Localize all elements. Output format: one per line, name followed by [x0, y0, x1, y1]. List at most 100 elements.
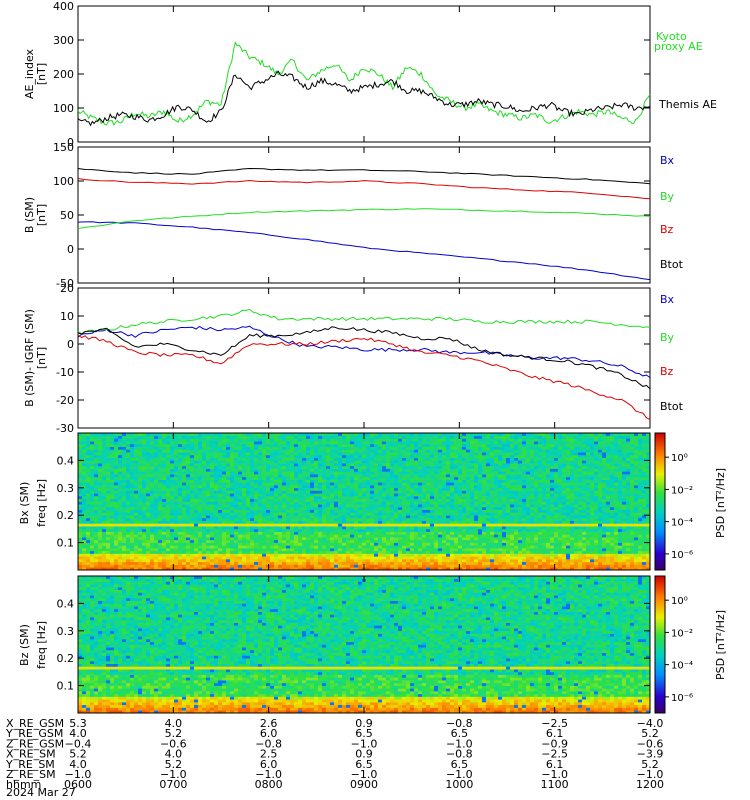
- spectrogram-cell: [410, 449, 415, 453]
- spectrogram-cell: [282, 465, 287, 469]
- spectrogram-cell: [238, 457, 243, 461]
- spectrogram-cell: [294, 528, 299, 532]
- spectrogram-cell: [306, 449, 311, 453]
- spectrogram-cell: [130, 564, 135, 568]
- spectrogram-cell: [102, 485, 107, 489]
- spectrogram-cell: [342, 460, 347, 464]
- spectrogram-cell: [270, 548, 275, 552]
- spectrogram-cell: [138, 545, 143, 549]
- spectrogram-cell: [310, 471, 315, 475]
- spectrogram-cell: [206, 468, 211, 472]
- spectrogram-cell: [138, 487, 143, 491]
- spectrogram-cell: [166, 506, 171, 511]
- spectrogram-cell: [98, 471, 103, 475]
- spectrogram-cell: [102, 561, 107, 565]
- spectrogram-cell: [270, 512, 275, 516]
- spectrogram-cell: [126, 479, 131, 483]
- spectrogram-cell: [418, 515, 423, 519]
- spectrogram-cell: [258, 512, 263, 516]
- spectrogram-cell: [362, 474, 367, 478]
- spectrogram-cell: [422, 468, 427, 472]
- spectrogram-cell: [326, 479, 331, 483]
- spectrogram-cell: [422, 537, 427, 541]
- spectrogram-cell: [298, 463, 303, 467]
- spectrogram-cell: [382, 553, 387, 557]
- spectrogram-cell: [294, 542, 299, 546]
- spectrogram-cell: [222, 498, 227, 502]
- spectrogram-cell: [442, 485, 447, 489]
- spectrogram-cell: [162, 545, 167, 549]
- spectrogram-cell: [102, 528, 107, 532]
- spectrogram-cell: [270, 479, 275, 483]
- spectrogram-cell: [78, 526, 83, 530]
- spectrogram-cell: [114, 435, 119, 439]
- spectrogram-cell: [242, 471, 247, 475]
- spectrogram-cell: [358, 465, 363, 469]
- spectrogram-cell: [306, 515, 311, 519]
- spectrogram-cell: [82, 542, 87, 546]
- spectrogram-cell: [382, 523, 387, 527]
- spectrogram-cell: [210, 526, 215, 530]
- spectrogram-cell: [146, 482, 151, 486]
- spectrogram-cell: [178, 542, 183, 546]
- spectrogram-cell: [206, 545, 211, 549]
- spectrogram-cell: [458, 443, 463, 447]
- spectrogram-cell: [222, 482, 227, 486]
- spectrogram-cell: [330, 465, 335, 469]
- spectrogram-cell: [382, 504, 387, 508]
- spectrogram-cell: [78, 531, 83, 535]
- spectrogram-cell: [210, 485, 215, 489]
- spectrogram-cell: [314, 556, 319, 560]
- spectrogram-cell: [90, 457, 95, 461]
- spectrogram-cell: [398, 433, 403, 437]
- spectrogram-cell: [394, 537, 399, 541]
- spectrogram-cell: [462, 553, 467, 557]
- spectrogram-cell: [450, 476, 455, 480]
- spectrogram-cell: [258, 537, 263, 541]
- spectrogram-cell: [458, 504, 463, 508]
- spectrogram-cell: [430, 537, 435, 541]
- spectrogram-cell: [418, 564, 423, 568]
- spectrogram-cell: [374, 482, 379, 486]
- spectrogram-cell: [118, 449, 123, 453]
- spectrogram-cell: [270, 501, 275, 505]
- spectrogram-cell: [362, 460, 367, 464]
- spectrogram-cell: [330, 517, 335, 521]
- spectrogram-cell: [430, 433, 435, 437]
- spectrogram-cell: [458, 564, 463, 568]
- legend-themis: Themis AE: [658, 98, 717, 111]
- spectrogram-cell: [202, 550, 207, 554]
- spectrogram-cell: [330, 526, 335, 530]
- spectrogram-cell: [170, 457, 175, 461]
- spectrogram-cell: [286, 433, 291, 437]
- spectrogram-cell: [314, 443, 319, 447]
- spectrogram-cell: [414, 438, 419, 442]
- spectrogram-cell: [422, 559, 427, 563]
- spectrogram-cell: [346, 496, 351, 500]
- spectrogram-cell: [226, 520, 231, 524]
- spectrogram-cell: [374, 485, 379, 489]
- spectrogram-cell: [86, 567, 91, 571]
- spectrogram-cell: [218, 463, 223, 467]
- spectrogram-cell: [102, 471, 107, 475]
- spectrogram-cell: [190, 474, 195, 478]
- spectrogram-cell: [146, 517, 151, 521]
- spectrogram-cell: [450, 496, 455, 500]
- spectrogram-cell: [422, 504, 427, 508]
- spectrogram-cell: [194, 550, 199, 554]
- spectrogram-cell: [298, 537, 303, 541]
- spectrogram-cell: [430, 534, 435, 538]
- spectrogram-cell: [310, 490, 315, 494]
- spectrogram-cell: [266, 564, 271, 568]
- spectrogram-cell: [394, 463, 399, 467]
- spectrogram-cell: [310, 476, 315, 480]
- spectrogram-cell: [282, 493, 287, 497]
- spectrogram-cell: [238, 460, 243, 464]
- spectrogram-cell: [90, 460, 95, 464]
- spectrogram-cell: [250, 490, 255, 494]
- spectrogram-cell: [390, 539, 395, 543]
- spectrogram-cell: [330, 528, 335, 532]
- spectrogram-cell: [306, 435, 311, 439]
- spectrogram-cell: [222, 471, 227, 475]
- spectrogram-cell: [330, 556, 335, 560]
